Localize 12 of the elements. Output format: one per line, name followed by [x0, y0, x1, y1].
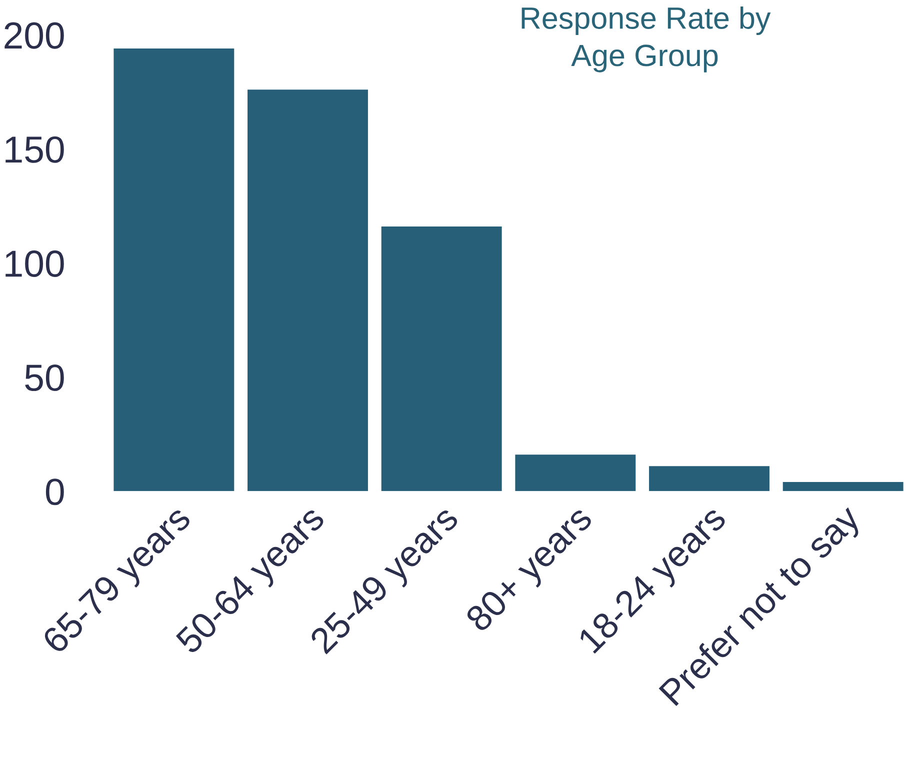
y-tick-label: 150 [6, 136, 64, 163]
y-tick-label: 100 [6, 250, 64, 277]
bar [649, 466, 770, 492]
y-tick-label: 200 [4, 22, 64, 49]
bar [248, 90, 368, 492]
bar [782, 482, 904, 492]
y-tick-label: 50 [25, 364, 64, 392]
chart-title: Response Rate by Age Group [522, 6, 771, 72]
bar [114, 48, 234, 492]
bar [515, 454, 636, 492]
bar [381, 226, 502, 492]
y-tick-label: 0 [46, 478, 64, 506]
